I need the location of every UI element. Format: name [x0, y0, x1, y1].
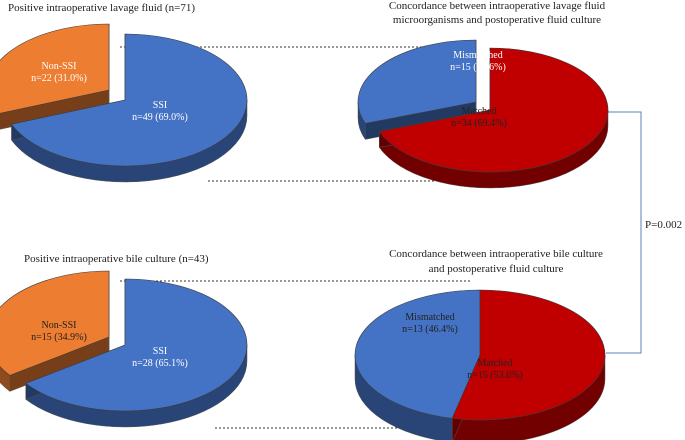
title-concordance-bile-1: Concordance between intraoperative bile …: [389, 248, 603, 260]
pie-2-slice-ssi: [25, 278, 248, 428]
pie-1-matched-top: [378, 47, 609, 173]
title-bile: Positive intraoperative bile culture (n=…: [24, 253, 209, 265]
p-value-label: P=0.002: [645, 219, 682, 231]
pie-3-mismatched-top: [354, 289, 481, 419]
comparison-bracket: [606, 111, 642, 354]
pie-0-non-ssi-label: Non-SSI: [41, 61, 76, 72]
pie-3-matched-value: n=15 (53.6%): [467, 370, 523, 381]
pie-1-mismatched-label: Mismatched: [453, 50, 502, 61]
pie-1-matched-label: Matched: [462, 106, 497, 117]
pie-1-mismatched-value: n=15 (30.6%): [450, 62, 506, 73]
title-concordance-lavage-2: microorganisms and postoperative fluid c…: [393, 14, 601, 26]
pie-1-matched-value: n=34 (69.4%): [451, 118, 507, 129]
pie-2-non-ssi-value: n=15 (34.9%): [31, 332, 87, 343]
pie-2-ssi-value: n=28 (65.1%): [132, 358, 188, 369]
pie-2-slice-non-ssi: [0, 270, 110, 392]
pie-2-ssi-top: [25, 278, 248, 412]
title-lavage: Positive intraoperative lavage fluid (n=…: [8, 2, 195, 14]
pie-0-non-ssi-top: [0, 23, 110, 114]
pie-0-ssi-label: SSI: [153, 100, 167, 111]
pie-1-slice-matched: [378, 47, 609, 189]
pie-3-slice-matched: [451, 289, 606, 440]
pie-3-mismatched-value: n=13 (46.4%): [402, 324, 458, 335]
pie-3-matched-top: [451, 289, 606, 421]
pie-2-non-ssi-top: [0, 270, 110, 376]
pie-0-non-ssi-value: n=22 (31.0%): [31, 73, 87, 84]
pie-1-mismatched-top: [357, 39, 477, 124]
pie-0-slice-ssi: [11, 33, 248, 183]
pie-2-non-ssi-label: Non-SSI: [41, 320, 76, 331]
pie-0-ssi-top: [11, 33, 248, 167]
pie-0-slice-non-ssi: [0, 23, 110, 130]
pie-3-mismatched-label: Mismatched: [405, 312, 454, 323]
pie-3-matched-label: Matched: [478, 358, 513, 369]
title-concordance-bile-2: and postoperative fluid culture: [429, 263, 564, 275]
pie-0-ssi-value: n=49 (69.0%): [132, 112, 188, 123]
pie-2-ssi-label: SSI: [153, 346, 167, 357]
title-concordance-lavage-1: Concordance between intraoperative lavag…: [389, 0, 606, 12]
